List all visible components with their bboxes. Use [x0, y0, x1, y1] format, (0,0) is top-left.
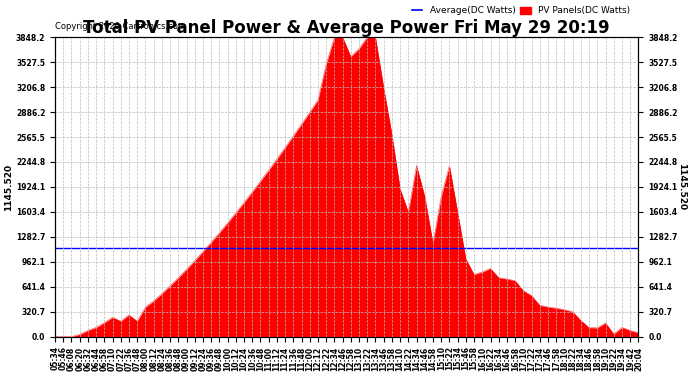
Legend: Average(DC Watts), PV Panels(DC Watts): Average(DC Watts), PV Panels(DC Watts) [408, 3, 634, 19]
Y-axis label: 1145.520: 1145.520 [677, 164, 686, 210]
Text: Copyright 2020 Cartronics.com: Copyright 2020 Cartronics.com [55, 22, 186, 31]
Title: Total PV Panel Power & Average Power Fri May 29 20:19: Total PV Panel Power & Average Power Fri… [83, 19, 610, 37]
Y-axis label: 1145.520: 1145.520 [4, 164, 13, 210]
